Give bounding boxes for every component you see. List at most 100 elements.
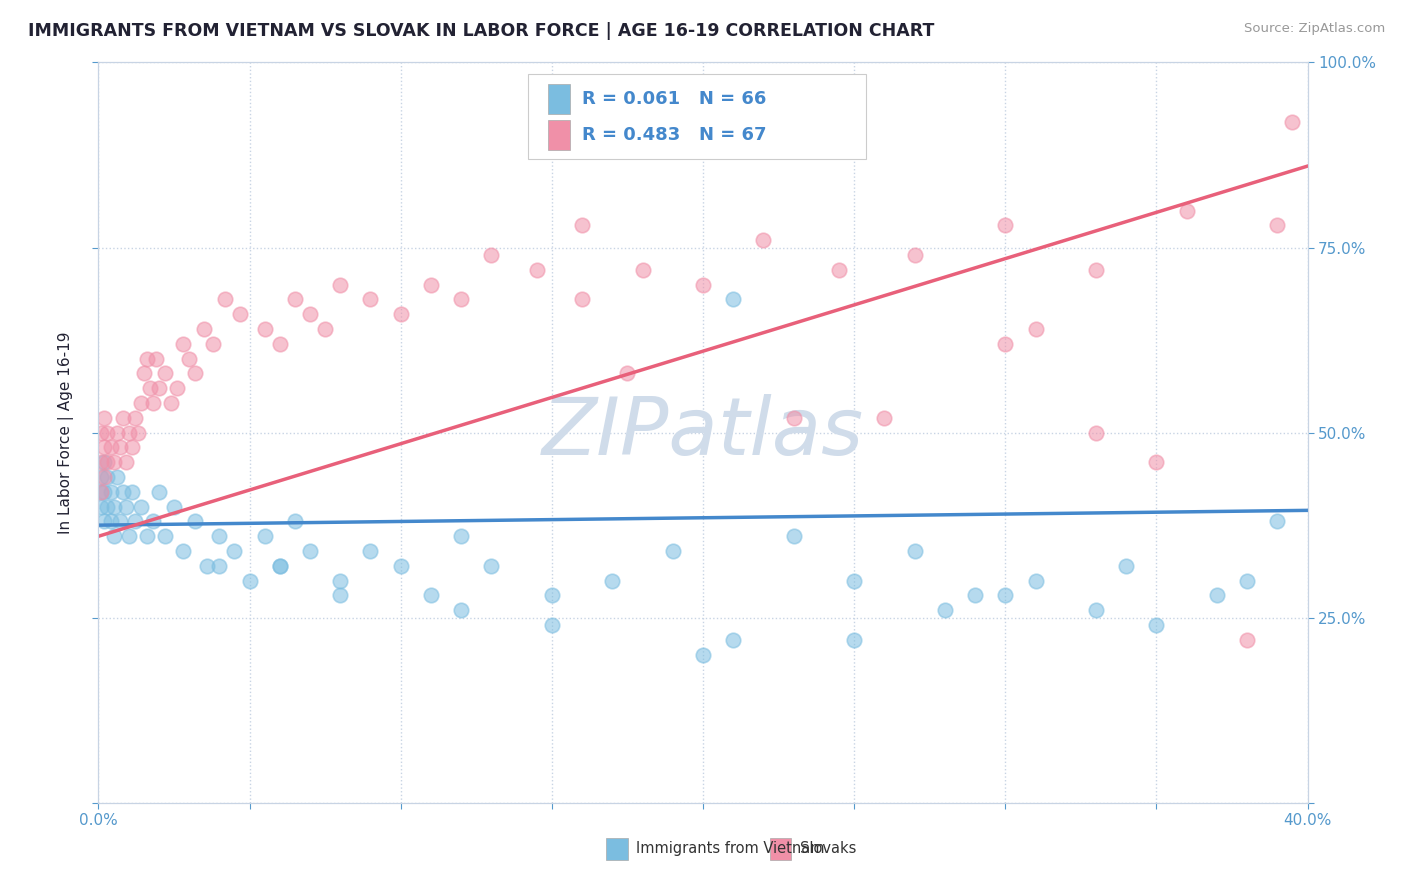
Point xyxy=(526,262,548,277)
Point xyxy=(420,277,443,292)
Point xyxy=(124,515,146,529)
Point xyxy=(994,336,1017,351)
Point xyxy=(994,589,1017,603)
Text: IMMIGRANTS FROM VIETNAM VS SLOVAK IN LABOR FORCE | AGE 16-19 CORRELATION CHART: IMMIGRANTS FROM VIETNAM VS SLOVAK IN LAB… xyxy=(28,22,935,40)
FancyBboxPatch shape xyxy=(527,73,866,159)
Text: Source: ZipAtlas.com: Source: ZipAtlas.com xyxy=(1244,22,1385,36)
Point xyxy=(994,219,1017,233)
Point xyxy=(111,484,134,499)
Point xyxy=(166,381,188,395)
Point xyxy=(100,515,122,529)
Point xyxy=(103,455,125,469)
Point xyxy=(329,277,352,292)
Text: Slovaks: Slovaks xyxy=(800,841,856,856)
Point xyxy=(208,529,231,543)
Point xyxy=(121,441,143,455)
Point xyxy=(239,574,262,588)
Point xyxy=(1175,203,1198,218)
Point xyxy=(450,603,472,617)
Point xyxy=(1024,574,1046,588)
Point xyxy=(103,500,125,514)
Point xyxy=(1115,558,1137,573)
Point xyxy=(1281,114,1303,128)
Point xyxy=(118,529,141,543)
Point xyxy=(692,277,714,292)
Point xyxy=(135,351,157,366)
Point xyxy=(844,574,866,588)
Point xyxy=(129,396,152,410)
Point xyxy=(752,233,775,247)
Point xyxy=(148,381,170,395)
Point xyxy=(571,293,593,307)
FancyBboxPatch shape xyxy=(606,838,628,860)
Point xyxy=(661,544,683,558)
Point xyxy=(179,351,201,366)
Point xyxy=(90,484,112,499)
Point xyxy=(1206,589,1229,603)
Point xyxy=(540,618,562,632)
Point xyxy=(124,410,146,425)
Point xyxy=(389,558,412,573)
Point xyxy=(253,322,276,336)
Point xyxy=(420,589,443,603)
Point xyxy=(269,558,291,573)
Text: Immigrants from Vietnam: Immigrants from Vietnam xyxy=(637,841,825,856)
Point xyxy=(229,307,252,321)
Point xyxy=(269,558,291,573)
Point xyxy=(172,336,194,351)
Point xyxy=(93,470,115,484)
Point xyxy=(93,515,115,529)
Point xyxy=(360,293,382,307)
Point xyxy=(90,470,112,484)
Point xyxy=(160,396,183,410)
Point xyxy=(96,455,118,469)
Point xyxy=(114,455,136,469)
Point xyxy=(828,262,851,277)
Point xyxy=(121,484,143,499)
FancyBboxPatch shape xyxy=(548,84,569,114)
Point xyxy=(692,648,714,662)
Y-axis label: In Labor Force | Age 16-19: In Labor Force | Age 16-19 xyxy=(58,331,75,534)
Point xyxy=(193,322,215,336)
Point xyxy=(450,293,472,307)
Point xyxy=(142,515,165,529)
Point xyxy=(93,410,115,425)
Point xyxy=(93,484,115,499)
Point xyxy=(184,515,207,529)
Point xyxy=(481,558,503,573)
Point xyxy=(723,293,745,307)
Point xyxy=(329,589,352,603)
Point xyxy=(1085,425,1108,440)
Point xyxy=(111,410,134,425)
Point xyxy=(1267,219,1289,233)
Point xyxy=(184,367,207,381)
Point xyxy=(329,574,352,588)
Point xyxy=(129,500,152,514)
Point xyxy=(163,500,186,514)
Point xyxy=(631,262,654,277)
Point xyxy=(934,603,956,617)
Point xyxy=(153,529,176,543)
Point xyxy=(139,381,162,395)
Point xyxy=(142,396,165,410)
Point xyxy=(90,455,112,469)
Point xyxy=(269,336,291,351)
FancyBboxPatch shape xyxy=(769,838,792,860)
Point xyxy=(360,544,382,558)
Point xyxy=(389,307,412,321)
Point xyxy=(90,425,112,440)
FancyBboxPatch shape xyxy=(548,120,569,150)
Point xyxy=(1024,322,1046,336)
Point xyxy=(96,500,118,514)
Point xyxy=(96,425,118,440)
Point xyxy=(90,500,112,514)
Point xyxy=(100,484,122,499)
Point xyxy=(172,544,194,558)
Point xyxy=(904,248,927,262)
Point xyxy=(253,529,276,543)
Point xyxy=(108,441,131,455)
Point xyxy=(145,351,167,366)
Text: R = 0.483   N = 67: R = 0.483 N = 67 xyxy=(582,126,766,144)
Point xyxy=(114,500,136,514)
Text: R = 0.061   N = 66: R = 0.061 N = 66 xyxy=(582,90,766,108)
